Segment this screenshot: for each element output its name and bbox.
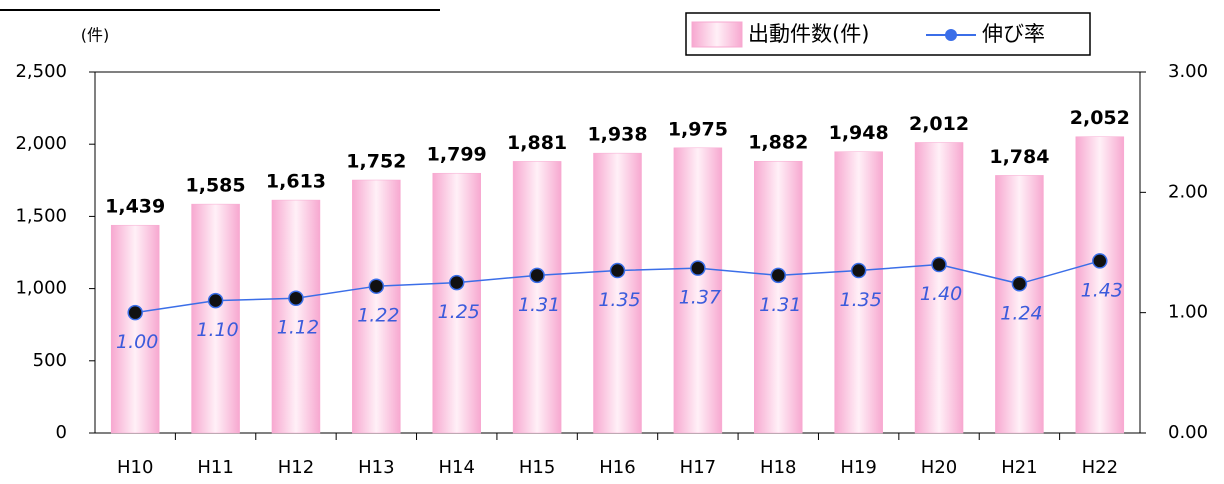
legend-swatch xyxy=(691,21,743,48)
bar xyxy=(271,199,321,434)
y2-tick-label: 0.00 xyxy=(1168,422,1208,443)
x-tick-label: H10 xyxy=(117,457,153,478)
line-value-label: 1.22 xyxy=(357,305,399,327)
y2-tick-label: 3.00 xyxy=(1168,61,1208,82)
bar-value-label: 1,799 xyxy=(427,144,487,166)
bar-value-label: 2,052 xyxy=(1070,107,1130,129)
y2-tick-label: 2.00 xyxy=(1168,181,1208,202)
x-tick-label: H17 xyxy=(680,457,716,478)
bar xyxy=(512,161,562,434)
bar xyxy=(110,224,160,434)
x-tick-label: H11 xyxy=(197,457,233,478)
line-value-label: 1.43 xyxy=(1081,279,1123,301)
line-marker xyxy=(207,292,224,309)
line-value-label: 1.35 xyxy=(598,289,640,311)
line-value-label: 1.24 xyxy=(1000,302,1042,324)
x-tick-label: H20 xyxy=(921,457,957,478)
x-tick-label: H19 xyxy=(840,457,876,478)
y2-tick-label: 1.00 xyxy=(1168,302,1208,323)
bar-value-label: 1,784 xyxy=(989,146,1049,168)
x-tick-label: H13 xyxy=(358,457,394,478)
x-tick-label: H12 xyxy=(278,457,314,478)
bar-value-label: 1,439 xyxy=(105,196,165,218)
y-axis-label: (件) xyxy=(81,26,110,45)
bar-value-label: 1,948 xyxy=(829,122,889,144)
y-tick-label: 2,000 xyxy=(15,133,67,154)
line-marker xyxy=(288,290,304,306)
line-marker xyxy=(609,262,626,279)
line-marker xyxy=(368,278,385,294)
line-value-label: 1.40 xyxy=(920,283,962,305)
x-tick-label: H16 xyxy=(599,457,635,478)
line-value-label: 1.00 xyxy=(116,331,158,353)
legend-label: 出動件数(件) xyxy=(748,22,869,46)
y-tick-label: 2,500 xyxy=(15,61,67,82)
bar xyxy=(191,203,240,434)
bar-value-label: 1,938 xyxy=(587,124,647,146)
line-value-label: 1.10 xyxy=(196,319,238,341)
line-value-label: 1.25 xyxy=(438,301,480,323)
line-value-label: 1.35 xyxy=(839,289,881,311)
legend-box xyxy=(685,12,1091,56)
line-marker xyxy=(448,274,465,291)
bar xyxy=(352,179,401,434)
line-marker xyxy=(127,304,143,321)
legend-label: 伸び率 xyxy=(982,22,1045,46)
bar-value-label: 1,975 xyxy=(668,118,728,140)
bar xyxy=(914,142,964,434)
line-value-label: 1.31 xyxy=(518,294,560,316)
line-marker xyxy=(1011,276,1028,292)
line-marker xyxy=(850,262,867,279)
line-marker xyxy=(931,256,947,273)
bar xyxy=(754,160,803,434)
line-marker xyxy=(690,260,706,276)
bar xyxy=(995,175,1044,434)
bar xyxy=(593,152,642,434)
y-tick-label: 500 xyxy=(33,350,67,371)
bar-value-label: 2,012 xyxy=(909,113,969,135)
x-tick-label: H14 xyxy=(439,457,475,478)
y-tick-label: 0 xyxy=(56,422,67,443)
line-marker xyxy=(1092,253,1108,269)
y-tick-label: 1,000 xyxy=(15,278,67,299)
line-marker xyxy=(770,267,787,284)
bar xyxy=(1075,136,1125,434)
y-tick-label: 1,500 xyxy=(15,205,67,226)
x-tick-label: H18 xyxy=(760,457,796,478)
bar xyxy=(834,151,883,434)
bar-value-label: 1,585 xyxy=(186,175,246,197)
bar xyxy=(673,147,723,434)
x-tick-label: H22 xyxy=(1082,457,1118,478)
bar-value-label: 1,882 xyxy=(748,132,808,154)
line-marker xyxy=(529,267,545,284)
bar-value-label: 1,613 xyxy=(266,171,326,193)
legend-marker xyxy=(945,29,957,41)
x-tick-label: H15 xyxy=(519,457,555,478)
line-value-label: 1.12 xyxy=(277,317,319,339)
line-value-label: 1.31 xyxy=(759,294,801,316)
bar xyxy=(432,172,481,434)
bar-value-label: 1,881 xyxy=(507,132,567,154)
bar-value-label: 1,752 xyxy=(346,151,406,173)
x-tick-label: H21 xyxy=(1001,457,1037,478)
line-value-label: 1.37 xyxy=(679,287,721,309)
